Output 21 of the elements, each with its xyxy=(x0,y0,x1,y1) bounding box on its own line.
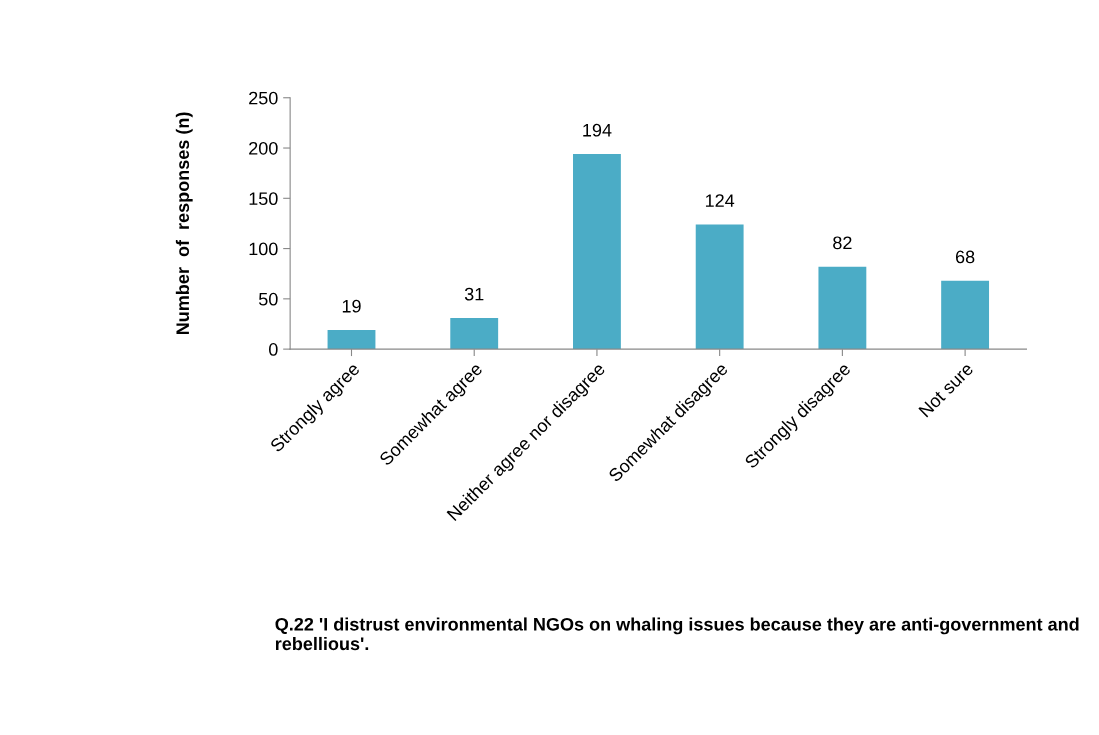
y-tick-label: 250 xyxy=(249,91,278,105)
y-tick-label: 200 xyxy=(249,141,278,155)
bar xyxy=(695,224,744,350)
y-tick-label: 0 xyxy=(269,343,278,356)
y-tick-label: 50 xyxy=(258,292,278,306)
data-label: 82 xyxy=(833,236,852,250)
bar xyxy=(327,330,376,350)
bar xyxy=(450,317,499,350)
data-label: 19 xyxy=(342,299,361,313)
data-label: 194 xyxy=(583,123,612,137)
bar xyxy=(941,280,990,350)
data-label: 124 xyxy=(705,194,735,207)
y-tick-label: 100 xyxy=(249,242,278,256)
x-tick-label: Not sure xyxy=(918,361,974,418)
data-label: 31 xyxy=(464,287,484,301)
bar xyxy=(573,154,621,350)
y-tick-label: 150 xyxy=(249,192,278,206)
data-label: 68 xyxy=(955,250,975,264)
bar xyxy=(818,266,867,350)
text: Q.22 'I distrust environmental NGOs on whaling issues because they are anti-government and rebellious'. xyxy=(275,617,1079,651)
y-axis-title: Number of responses (n) xyxy=(175,112,193,335)
